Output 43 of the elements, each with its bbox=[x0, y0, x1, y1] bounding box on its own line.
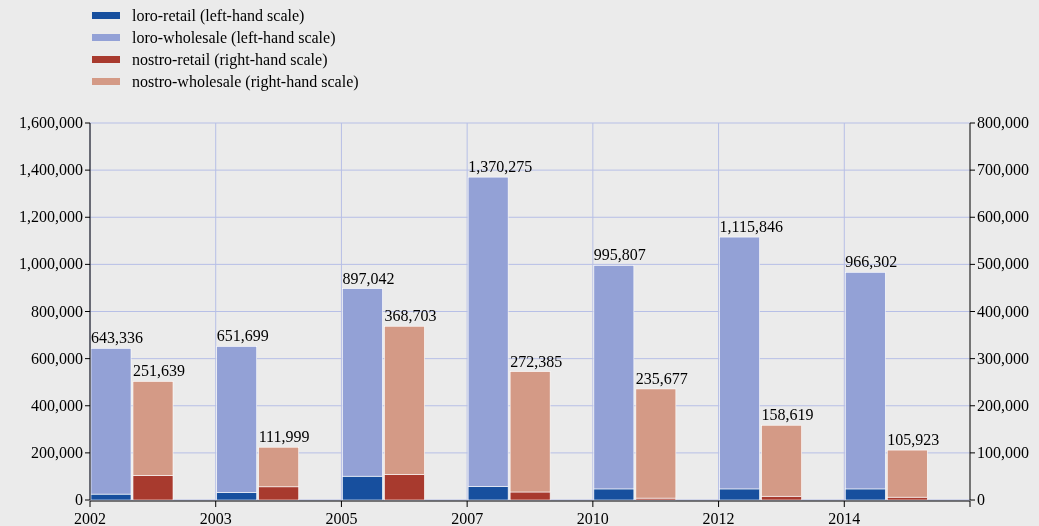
x-tick-label: 2014 bbox=[828, 510, 861, 526]
x-tick-label: 2003 bbox=[199, 510, 232, 526]
text: 643,336 bbox=[91, 329, 143, 347]
text: 1,370,275 bbox=[468, 158, 533, 176]
text: 235,677 bbox=[635, 369, 688, 387]
y-tick-label: 0 bbox=[75, 491, 83, 508]
y-tick-label: 400,000 bbox=[31, 396, 83, 414]
text: 272,385 bbox=[510, 352, 563, 370]
legend-label: loro-retail (left-hand scale) bbox=[132, 7, 305, 25]
y2-tick-label: 400,000 bbox=[977, 302, 1029, 320]
y2-tick-label: 300,000 bbox=[977, 349, 1029, 367]
text: 897,042 bbox=[342, 269, 395, 287]
y-tick-label: 1,200,000 bbox=[19, 208, 83, 226]
text: 158,619 bbox=[761, 406, 814, 424]
y-tick-label: 600,000 bbox=[31, 349, 83, 367]
y2-tick-label: 200,000 bbox=[977, 396, 1029, 414]
x-tick-label: 2010 bbox=[576, 510, 609, 526]
y-tick-label: 1,600,000 bbox=[19, 114, 83, 131]
y2-tick-label: 500,000 bbox=[977, 255, 1029, 273]
text: 368,703 bbox=[384, 307, 437, 325]
text: 251,639 bbox=[133, 362, 185, 380]
text: 651,699 bbox=[216, 327, 269, 345]
y2-tick-label: 600,000 bbox=[977, 208, 1029, 226]
y-tick-label: 1,400,000 bbox=[19, 161, 83, 179]
y2-tick-label: 100,000 bbox=[977, 443, 1029, 461]
legend-label: loro-wholesale (left-hand scale) bbox=[132, 29, 336, 47]
y2-tick-label: 800,000 bbox=[977, 114, 1029, 131]
legend-label: nostro-wholesale (right-hand scale) bbox=[132, 73, 359, 91]
text: 1,115,846 bbox=[719, 218, 783, 236]
y2-tick-label: 0 bbox=[977, 491, 985, 508]
y-tick-label: 200,000 bbox=[31, 443, 83, 461]
y-tick-label: 1,000,000 bbox=[19, 255, 83, 273]
x-tick-label: 2002 bbox=[74, 510, 106, 526]
text: 105,923 bbox=[887, 431, 940, 449]
text: 995,807 bbox=[593, 246, 646, 264]
y2-tick-label: 700,000 bbox=[977, 161, 1029, 179]
x-tick-label: 2005 bbox=[325, 510, 358, 526]
text: 966,302 bbox=[845, 253, 898, 271]
x-tick-label: 2007 bbox=[451, 510, 484, 526]
y-tick-label: 800,000 bbox=[31, 302, 83, 320]
legend-label: nostro-retail (right-hand scale) bbox=[132, 51, 328, 69]
text: 111,999 bbox=[258, 428, 310, 446]
x-tick-label: 2012 bbox=[702, 510, 735, 526]
